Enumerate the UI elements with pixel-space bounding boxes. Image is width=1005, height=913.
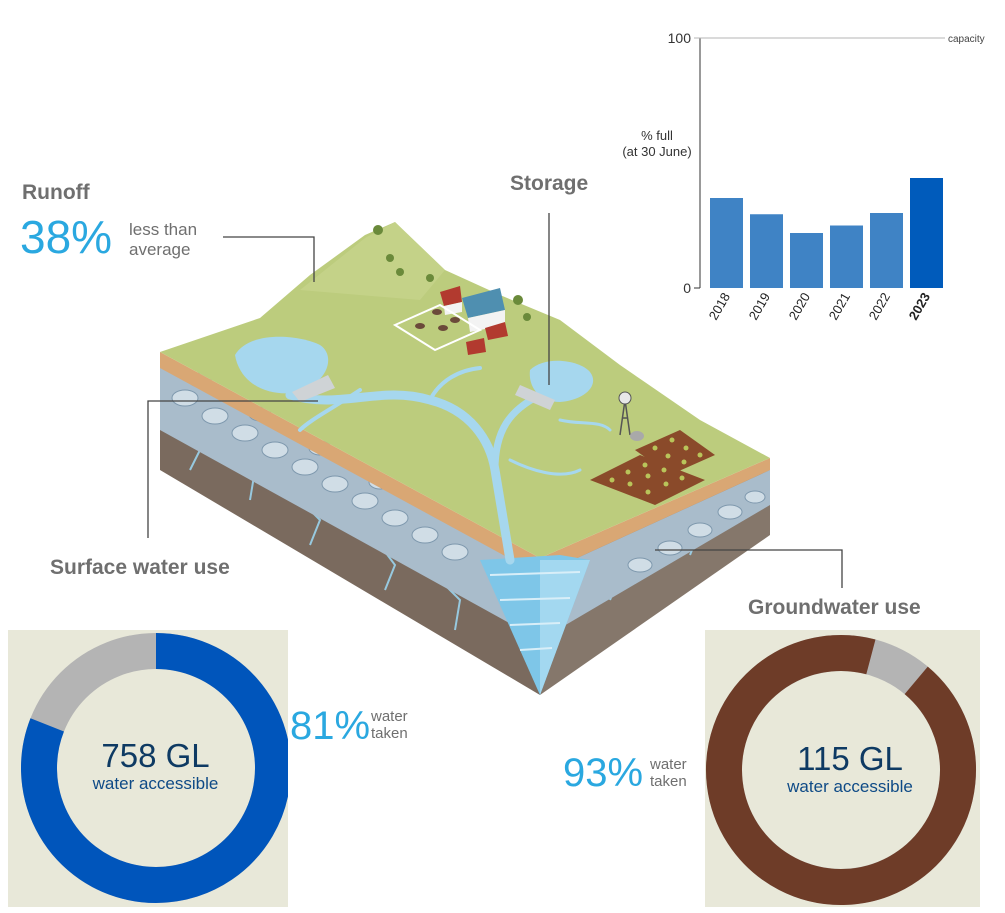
ground-center-text: 115 GL water accessible [705,741,995,797]
x-tick-label: 2019 [746,290,773,323]
surface-water-heading: Surface water use [50,556,230,579]
x-tick-label: 2023 [906,290,933,323]
surface-taken-percent: 81% [290,704,371,748]
x-tick-label: 2021 [826,290,853,323]
surface-taken-arc [21,633,288,903]
groundwater-heading: Groundwater use [748,596,921,619]
runoff-note-line1: less than [129,220,198,239]
capacity-label: capacity [948,34,985,45]
y-axis-label-line2: (at 30 June) [622,144,691,159]
y-axis-label-line1: % full [641,128,673,143]
bar-2021 [830,225,863,288]
x-tick-label: 2018 [706,290,733,323]
surface-volume: 758 GL [101,737,210,774]
ground-taken-percent: 93% [563,751,644,795]
bar-2019 [750,214,783,288]
ground-volume: 115 GL [797,740,903,777]
runoff-heading: Runoff [22,181,90,204]
ground-taken-note-line1: water [650,756,687,773]
runoff-note-line2: average [129,240,191,259]
storage-heading: Storage [510,172,589,195]
ground-accessible-label: water accessible [787,777,913,796]
bar-2018 [710,198,743,288]
bar-2022 [870,213,903,288]
bar-2020 [790,233,823,288]
surface-accessible-label: water accessible [92,774,219,793]
storage-bar-chart: capacity 100 0 % full(at 30 June) 2018 2019 20… [622,30,985,323]
x-tick-label: 2020 [786,290,813,323]
bar-2023 [910,178,943,288]
runoff-percent: 38% [20,211,113,263]
y-tick-label: 100 [668,30,692,46]
surface-water-donut [21,633,288,903]
groundwater-donut [706,635,976,905]
surface-taken-note-line2: taken [371,725,408,742]
surface-center-text: 758 GL water accessible [8,738,303,794]
ground-taken-arc [706,635,976,905]
ground-taken-note-line2: taken [650,773,687,790]
surface-taken-note-line1: water [371,708,408,725]
x-tick-label: 2022 [866,290,893,323]
y-tick-label: 0 [683,280,691,296]
